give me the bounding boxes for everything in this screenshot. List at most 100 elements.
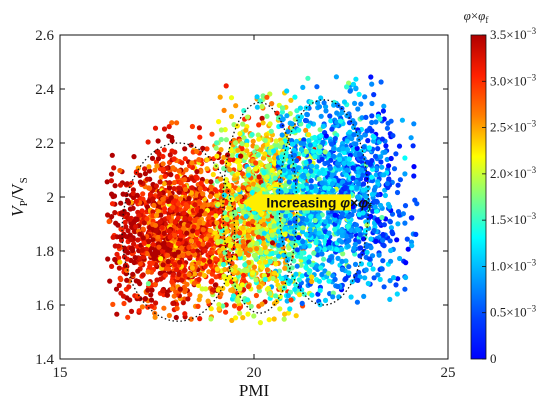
data-point bbox=[229, 152, 235, 158]
data-point bbox=[144, 176, 150, 182]
data-point bbox=[215, 201, 221, 207]
data-point bbox=[245, 233, 251, 239]
data-point bbox=[299, 229, 306, 235]
data-point bbox=[130, 190, 136, 196]
data-point bbox=[332, 226, 338, 232]
data-point bbox=[161, 244, 167, 250]
data-point bbox=[224, 216, 230, 223]
data-point bbox=[137, 172, 143, 178]
data-point bbox=[114, 311, 120, 317]
data-point bbox=[288, 235, 294, 241]
data-point bbox=[194, 230, 200, 236]
data-point bbox=[311, 141, 317, 147]
data-point bbox=[282, 226, 288, 232]
data-point bbox=[198, 180, 204, 186]
data-point bbox=[187, 291, 193, 298]
data-point bbox=[160, 248, 166, 254]
data-point bbox=[260, 155, 267, 161]
data-point bbox=[131, 154, 137, 160]
data-point bbox=[309, 163, 315, 169]
data-point bbox=[384, 156, 390, 163]
data-point bbox=[355, 106, 361, 112]
data-point bbox=[276, 242, 282, 248]
data-point bbox=[244, 138, 250, 144]
data-point bbox=[372, 198, 378, 205]
data-point bbox=[169, 148, 175, 154]
data-point bbox=[300, 225, 306, 231]
data-point bbox=[236, 305, 242, 311]
data-point bbox=[299, 273, 305, 279]
data-point bbox=[327, 165, 333, 171]
data-point bbox=[170, 165, 176, 171]
data-point bbox=[356, 269, 362, 275]
data-point bbox=[309, 278, 315, 285]
data-point bbox=[206, 214, 212, 220]
data-point bbox=[371, 227, 377, 234]
data-point bbox=[303, 127, 309, 133]
data-point bbox=[195, 282, 202, 288]
data-point bbox=[308, 168, 314, 174]
data-point bbox=[356, 181, 362, 187]
data-point bbox=[375, 272, 381, 278]
data-point bbox=[262, 244, 268, 250]
data-point bbox=[317, 144, 323, 150]
data-point bbox=[192, 217, 198, 224]
data-point bbox=[197, 271, 203, 277]
data-point bbox=[140, 235, 146, 241]
data-point bbox=[319, 234, 325, 240]
data-point bbox=[106, 218, 112, 225]
data-point bbox=[172, 198, 178, 204]
data-point bbox=[295, 114, 301, 120]
data-point bbox=[366, 145, 372, 151]
data-point bbox=[369, 119, 375, 126]
data-point bbox=[371, 138, 377, 144]
data-point bbox=[128, 236, 134, 243]
data-point bbox=[229, 196, 235, 203]
data-point bbox=[271, 148, 277, 154]
data-point bbox=[366, 261, 372, 267]
data-point bbox=[251, 252, 257, 258]
data-point bbox=[360, 181, 367, 187]
data-point bbox=[196, 157, 202, 163]
data-point bbox=[270, 275, 276, 282]
data-point bbox=[235, 147, 241, 153]
data-point bbox=[363, 176, 369, 182]
data-point bbox=[350, 175, 356, 181]
data-point bbox=[287, 212, 293, 218]
data-point bbox=[362, 132, 368, 138]
data-point bbox=[302, 168, 309, 174]
data-point bbox=[134, 216, 140, 223]
data-point bbox=[266, 275, 272, 281]
data-point bbox=[303, 118, 310, 124]
data-point bbox=[207, 259, 213, 265]
data-point bbox=[227, 167, 233, 173]
data-point bbox=[194, 148, 200, 155]
data-point bbox=[240, 239, 246, 245]
data-point bbox=[201, 272, 207, 279]
data-point bbox=[253, 277, 259, 283]
data-point bbox=[247, 247, 253, 253]
data-point bbox=[265, 163, 271, 169]
data-point bbox=[139, 247, 145, 253]
data-point bbox=[402, 155, 408, 161]
data-point bbox=[237, 218, 243, 224]
data-point bbox=[105, 212, 111, 218]
data-point bbox=[330, 181, 336, 187]
data-point bbox=[239, 203, 245, 209]
data-point bbox=[244, 148, 250, 154]
data-point bbox=[152, 222, 159, 228]
data-point bbox=[228, 95, 235, 101]
data-point bbox=[149, 260, 155, 266]
data-point bbox=[243, 154, 249, 160]
data-point bbox=[245, 311, 251, 317]
data-point bbox=[190, 228, 196, 234]
data-point bbox=[332, 212, 338, 218]
data-point bbox=[254, 240, 260, 246]
data-point bbox=[412, 197, 418, 203]
data-point bbox=[364, 249, 370, 255]
data-point bbox=[351, 245, 357, 251]
data-point bbox=[246, 260, 252, 266]
data-point bbox=[292, 286, 298, 292]
data-point bbox=[361, 144, 367, 150]
data-point bbox=[322, 170, 328, 176]
